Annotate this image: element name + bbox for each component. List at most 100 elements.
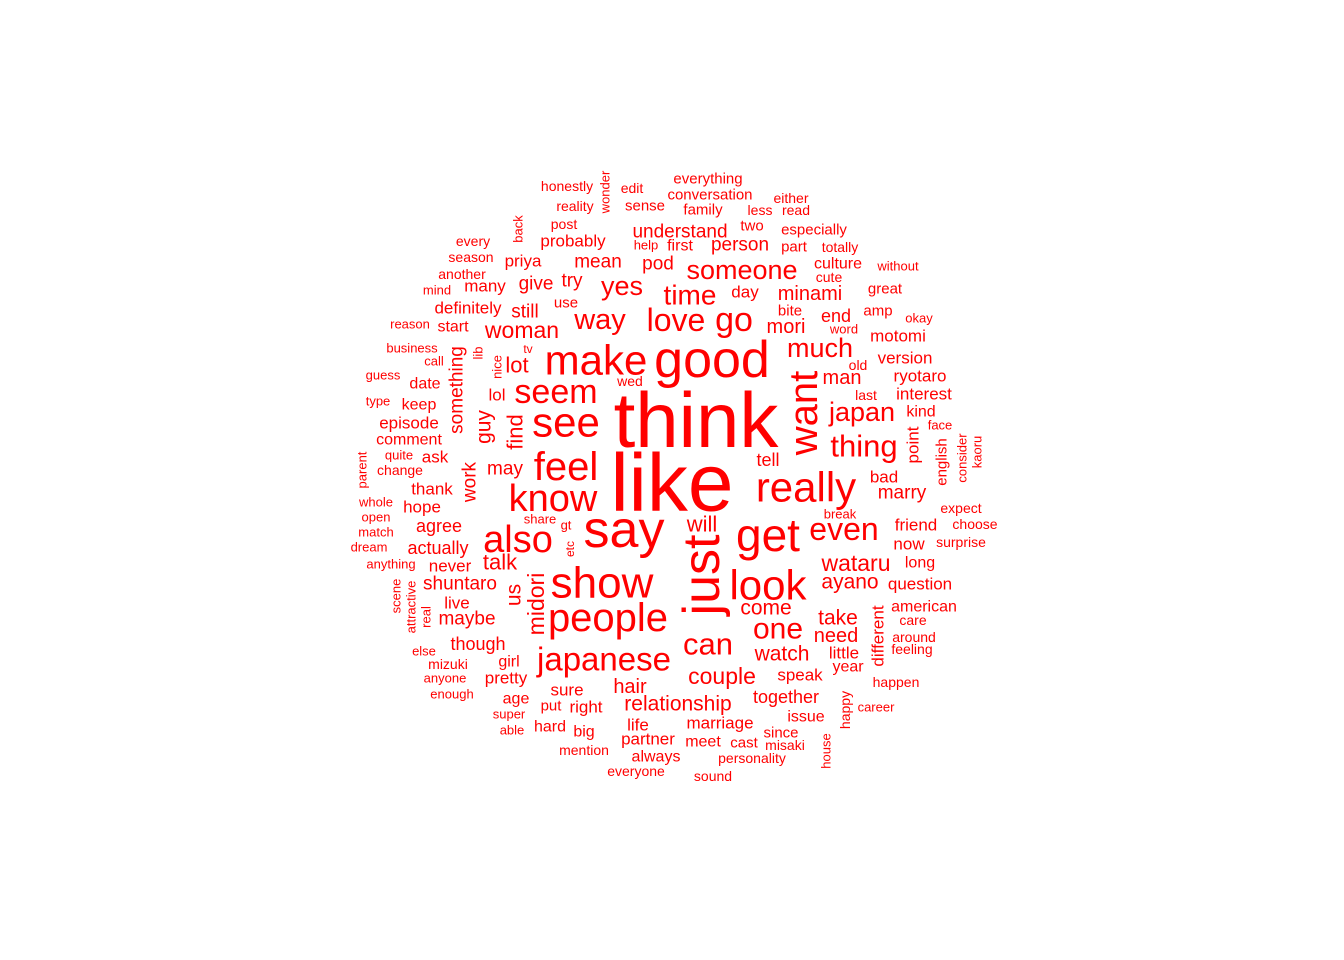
word-agree: agree — [416, 516, 462, 536]
word-etc: etc — [563, 541, 577, 557]
word-actually: actually — [407, 538, 468, 558]
word-people: people — [548, 596, 668, 640]
word-ryotaro: ryotaro — [894, 367, 947, 386]
word-japanese: japanese — [536, 641, 671, 678]
word-show: show — [551, 559, 654, 608]
word-like: like — [610, 438, 733, 529]
word-match: match — [358, 525, 393, 540]
word-friend: friend — [895, 516, 938, 535]
word-still: still — [511, 302, 538, 323]
word-reason: reason — [390, 317, 430, 332]
word-good: good — [654, 331, 770, 389]
word-see: see — [532, 399, 600, 446]
word-interest: interest — [896, 385, 952, 404]
word-amp: amp — [863, 303, 892, 320]
word-kind: kind — [906, 404, 935, 421]
word-may: may — [487, 459, 523, 480]
word-episode: episode — [379, 414, 439, 433]
word-way: way — [573, 304, 626, 336]
word-bite: bite — [778, 303, 802, 320]
word-attractive: attractive — [404, 581, 419, 634]
word-japan: japan — [828, 397, 895, 427]
word-quite: quite — [385, 448, 413, 463]
word-watch: watch — [754, 643, 810, 666]
word-old: old — [849, 357, 868, 373]
word-wataru: wataru — [820, 550, 890, 576]
word-type: type — [366, 394, 391, 409]
word-keep: keep — [402, 397, 437, 414]
word-ayano: ayano — [821, 571, 878, 594]
word-woman: woman — [484, 317, 559, 343]
word-surprise: surprise — [936, 534, 986, 550]
word-also: also — [483, 519, 553, 561]
word-real: real — [419, 606, 434, 628]
word-choose: choose — [952, 516, 997, 532]
word-everything: everything — [673, 171, 742, 188]
word-personality: personality — [718, 750, 786, 766]
word-us: us — [503, 584, 526, 606]
word-tell: tell — [756, 450, 779, 470]
word-guy: guy — [473, 410, 496, 444]
word-honestly: honestly — [541, 178, 593, 194]
word-career: career — [858, 700, 896, 715]
word-dream: dream — [351, 540, 388, 555]
word-parent: parent — [355, 451, 370, 488]
word-last: last — [855, 387, 877, 403]
word-happen: happen — [873, 674, 920, 690]
word-everyone: everyone — [607, 763, 665, 779]
word-priya: priya — [505, 252, 542, 271]
word-understand: understand — [632, 222, 727, 243]
word-nice: nice — [490, 355, 505, 379]
word-mention: mention — [559, 742, 609, 758]
word-since: since — [763, 725, 798, 742]
word-marriage: marriage — [686, 714, 753, 733]
word-know: know — [509, 478, 598, 520]
word-happy: happy — [837, 691, 853, 729]
word-guess: guess — [366, 368, 401, 383]
word-mori: mori — [767, 316, 806, 338]
word-without: without — [876, 259, 919, 274]
word-great: great — [868, 281, 903, 298]
word-point: point — [904, 426, 923, 463]
word-meet: meet — [685, 734, 721, 751]
word-tv: tv — [523, 342, 532, 356]
word-two: two — [740, 218, 763, 235]
word-yes: yes — [601, 271, 643, 301]
word-partner: partner — [621, 730, 675, 749]
word-sound: sound — [694, 768, 732, 784]
word-someone: someone — [686, 255, 797, 285]
word-feel: feel — [534, 445, 599, 489]
word-ask: ask — [422, 448, 449, 467]
word-break: break — [824, 507, 857, 522]
word-pretty: pretty — [485, 669, 528, 688]
word-definitely: definitely — [434, 299, 502, 318]
word-girl: girl — [498, 654, 519, 671]
word-go: go — [715, 301, 753, 339]
word-take: take — [818, 607, 858, 630]
word-less: less — [748, 202, 773, 218]
word-okay: okay — [905, 311, 933, 326]
word-post: post — [551, 216, 578, 232]
word-able: able — [500, 723, 525, 738]
word-wonder: wonder — [598, 170, 613, 214]
word-hard: hard — [534, 719, 566, 736]
word-work: work — [460, 461, 481, 503]
word-lot: lot — [505, 353, 528, 378]
word-life: life — [627, 716, 649, 735]
word-though: though — [450, 634, 505, 654]
word-motomi: motomi — [870, 327, 926, 346]
word-make: make — [545, 337, 648, 384]
word-scene: scene — [389, 579, 404, 614]
word-date: date — [409, 376, 440, 393]
word-little: little — [829, 644, 859, 663]
word-midori: midori — [523, 573, 549, 636]
word-expect: expect — [940, 500, 981, 516]
word-always: always — [632, 749, 681, 766]
word-consider: consider — [955, 433, 970, 483]
word-help: help — [634, 238, 659, 253]
word-back: back — [511, 215, 526, 243]
word-whole: whole — [358, 495, 393, 510]
word-come: come — [740, 597, 791, 620]
word-gt: gt — [561, 518, 572, 533]
word-speak: speak — [777, 666, 823, 685]
